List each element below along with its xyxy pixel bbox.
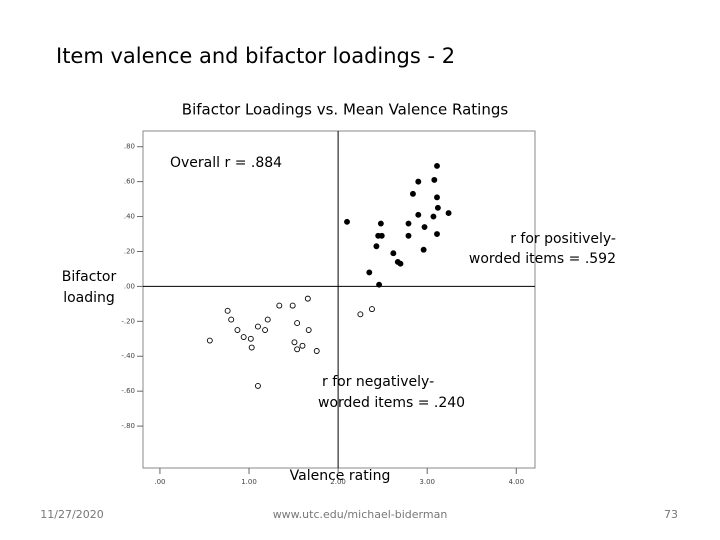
data-point	[434, 194, 440, 201]
data-point	[248, 344, 255, 351]
data-point	[206, 337, 213, 344]
data-point	[434, 162, 440, 169]
footer-url: www.utc.edu/michael-biderman	[273, 508, 448, 521]
annotation: r for negatively-	[322, 374, 434, 390]
y-tick-label: .40	[124, 213, 135, 221]
x-tick-label: 3.00	[419, 478, 435, 486]
data-point	[369, 306, 375, 313]
data-point	[224, 307, 231, 314]
plot-frame	[142, 130, 536, 469]
data-point	[291, 339, 298, 346]
data-point	[445, 210, 452, 217]
y-tick-label: .80	[124, 143, 135, 151]
y-tick-label: -.40	[121, 352, 135, 360]
data-point	[390, 250, 397, 257]
data-point	[366, 269, 373, 276]
data-point	[420, 246, 427, 253]
footer-date: 11/27/2020	[40, 508, 103, 521]
data-point	[254, 323, 261, 330]
y-tick-label: .60	[124, 178, 135, 186]
data-point	[373, 243, 380, 250]
annotation: worded items = .592	[469, 251, 616, 267]
data-point	[289, 302, 296, 309]
x-tick-label: .00	[154, 478, 165, 486]
data-point	[357, 311, 364, 318]
x-axis-label: Valence rating	[290, 468, 391, 484]
data-point	[276, 302, 283, 309]
y-tick-label: -.20	[121, 317, 135, 325]
data-point	[234, 327, 241, 334]
data-point	[262, 327, 269, 334]
y-tick-label: -.80	[121, 422, 135, 430]
y-axis-label: loading	[63, 290, 115, 306]
data-point	[415, 178, 422, 185]
annotation: r for positively-	[510, 231, 616, 247]
y-tick-label: .00	[124, 282, 135, 290]
slide-title: Item valence and bifactor loadings - 2	[56, 44, 455, 68]
y-tick-label: .20	[124, 247, 135, 255]
data-point	[264, 316, 271, 323]
data-point	[294, 320, 301, 327]
data-point	[299, 342, 306, 349]
annotation: worded items = .240	[318, 395, 465, 411]
data-point	[434, 231, 440, 237]
data-point	[247, 335, 254, 342]
data-point	[434, 204, 441, 211]
annotation: Overall r = .884	[170, 155, 282, 171]
data-point	[405, 220, 412, 227]
data-point	[377, 220, 384, 227]
x-tick-label: 1.00	[241, 478, 257, 486]
page-number: 73	[664, 508, 678, 521]
chart-title: Bifactor Loadings vs. Mean Valence Ratin…	[182, 101, 509, 119]
data-point	[421, 224, 428, 230]
data-point	[405, 232, 412, 239]
data-point	[305, 327, 312, 334]
x-tick-label: 4.00	[508, 478, 524, 486]
data-point	[240, 334, 247, 340]
data-point	[431, 176, 438, 183]
data-point	[376, 281, 383, 288]
data-point	[409, 190, 416, 197]
data-point	[228, 316, 235, 323]
data-point	[313, 348, 320, 354]
y-axis-label: Bifactor	[62, 269, 117, 285]
x-tick-label: 2.00	[330, 478, 346, 486]
data-point	[430, 213, 437, 220]
data-point	[378, 232, 385, 239]
data-point	[304, 295, 311, 302]
data-point	[294, 346, 301, 353]
data-point	[254, 382, 261, 389]
data-point	[344, 218, 350, 225]
data-point	[415, 211, 422, 218]
data-point	[397, 260, 404, 267]
y-tick-label: -.60	[121, 387, 135, 395]
